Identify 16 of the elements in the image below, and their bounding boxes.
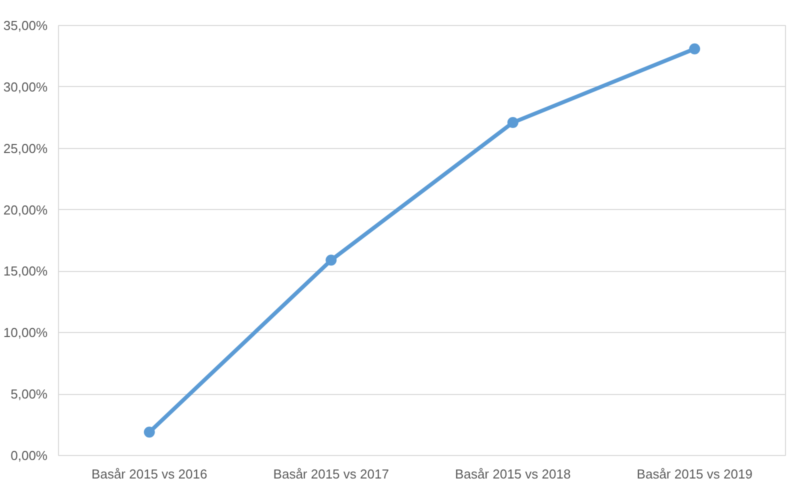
point [689,43,700,54]
y-tick-label: 25,00% [3,140,48,156]
x-tick-label: Basår 2015 vs 2017 [273,466,389,482]
y-tick-label: 20,00% [3,202,48,218]
y-tick-label: 0,00% [10,448,48,463]
y-tick-label: 15,00% [3,264,48,279]
x-tick-label: Basår 2015 vs 2018 [455,466,571,482]
y-tick-label: 10,00% [3,325,48,340]
x-tick-label: Basår 2015 vs 2016 [92,466,208,482]
point [507,117,518,128]
y-tick-label: 35,00% [3,18,48,33]
x-tick-label: Basår 2015 vs 2019 [636,466,752,482]
y-tick-label: 5,00% [10,386,48,402]
point [326,254,337,266]
point [144,426,155,438]
y-tick-label: 30,00% [3,79,48,94]
